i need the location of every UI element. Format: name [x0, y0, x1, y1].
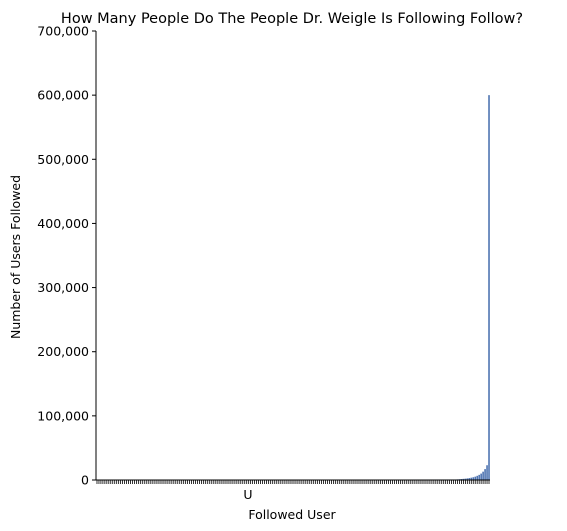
bar [470, 477, 473, 480]
bar [480, 473, 482, 480]
bar [478, 474, 480, 480]
y-tick-label: 0 [81, 473, 89, 488]
bar [466, 478, 469, 480]
bar [472, 477, 475, 480]
bar [484, 469, 486, 480]
bar [482, 471, 484, 480]
y-tick-label: 100,000 [37, 408, 89, 423]
bar [474, 476, 477, 480]
bar [476, 475, 478, 480]
bar [462, 478, 465, 480]
y-axis: 0 100,000 200,000 300,000 400,000 500,000 600,… [37, 24, 96, 488]
bar [468, 478, 471, 480]
bar [486, 465, 488, 480]
y-tick-label: 200,000 [37, 344, 89, 359]
x-tick-label: U [243, 487, 252, 502]
y-tick-label: 700,000 [37, 24, 89, 39]
y-tick-label: 500,000 [37, 152, 89, 167]
y-tick-label: 400,000 [37, 216, 89, 231]
y-axis-label: Number of Users Followed [8, 175, 23, 339]
chart-title: How Many People Do The People Dr. Weigle… [61, 11, 523, 27]
bar [464, 478, 467, 480]
bars [96, 95, 490, 481]
x-axis-label: Followed User [248, 507, 336, 522]
x-tick-marks [96, 480, 490, 484]
bar [488, 95, 490, 481]
y-tick-label: 300,000 [37, 280, 89, 295]
y-tick-label: 600,000 [37, 88, 89, 103]
